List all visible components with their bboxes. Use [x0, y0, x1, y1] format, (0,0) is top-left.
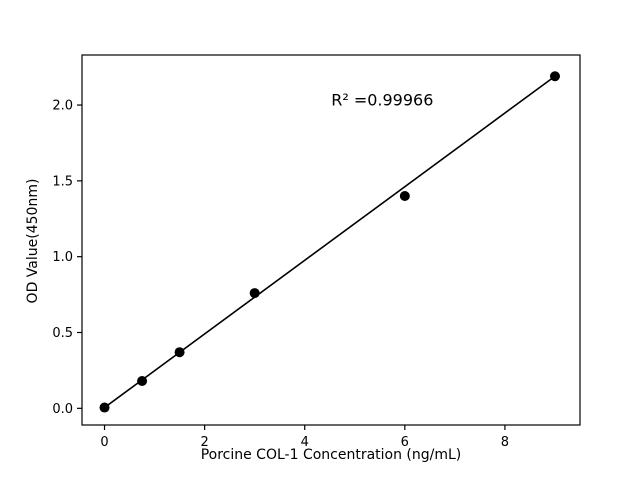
x-tick-label: 0: [100, 435, 108, 450]
x-tick-label: 2: [200, 435, 208, 450]
y-tick-label: 1.0: [52, 250, 73, 265]
x-tick-label: 6: [401, 435, 409, 450]
data-point: [399, 191, 410, 202]
y-tick-label: 1.5: [52, 174, 73, 189]
x-tick-label: 4: [301, 435, 309, 450]
data-point: [174, 347, 185, 358]
y-axis-label: OD Value(450nm): [25, 178, 41, 304]
r-squared-annotation: R² =0.99966: [331, 90, 434, 110]
data-point: [249, 288, 260, 299]
data-point: [99, 402, 110, 413]
y-tick-label: 0.5: [52, 326, 73, 341]
x-tick-label: 8: [501, 435, 509, 450]
x-axis-label: Porcine COL-1 Concentration (ng/mL): [200, 447, 462, 463]
data-point: [137, 376, 148, 387]
y-tick-label: 2.0: [52, 99, 73, 114]
y-tick-label: 0.0: [52, 402, 73, 417]
data-point: [549, 71, 560, 82]
